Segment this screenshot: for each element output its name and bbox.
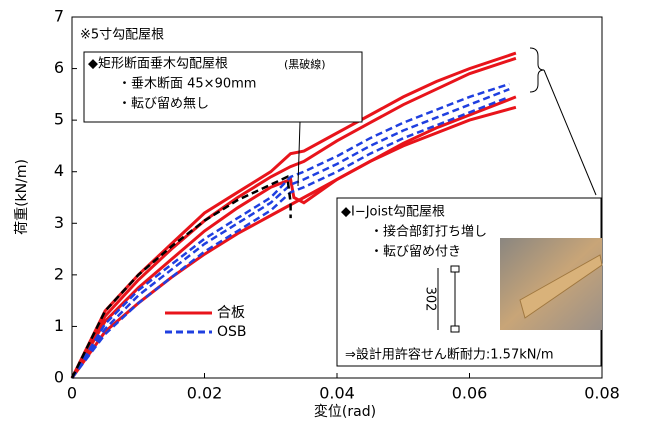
x-tick-label: 0.04 bbox=[319, 384, 355, 403]
chart: 変位(rad) 荷重(kN/m) 302 ※5寸勾配屋根 ◆矩形断面垂木勾配屋根… bbox=[0, 0, 664, 430]
x-tick-label: 0.08 bbox=[584, 384, 620, 403]
y-tick-label: 2 bbox=[54, 264, 64, 283]
annotation: ・転び留め無し bbox=[118, 97, 209, 112]
y-tick-label: 5 bbox=[54, 110, 64, 129]
leader-line bbox=[298, 122, 300, 186]
annotation: ・垂木断面 45×90mm bbox=[118, 77, 256, 92]
legend-label: OSB bbox=[217, 324, 247, 340]
y-tick-label: 7 bbox=[54, 7, 64, 26]
legend-label: 合板 bbox=[217, 305, 245, 321]
x-tick-label: 0 bbox=[67, 384, 77, 403]
annotation: ◆I−Joist勾配屋根 bbox=[341, 205, 445, 220]
x-tick-label: 0.02 bbox=[187, 384, 223, 403]
annotation: ・転び留め付き bbox=[370, 245, 461, 260]
y-tick-label: 0 bbox=[54, 368, 64, 387]
y-tick-label: 4 bbox=[54, 161, 64, 180]
annotation: ◆矩形断面垂木勾配屋根 bbox=[88, 57, 228, 72]
curve bbox=[72, 177, 291, 378]
brace bbox=[530, 48, 544, 92]
annotation: ⇒設計用許容せん断耐力:1.57kN/m bbox=[345, 347, 554, 363]
annotation: ※5寸勾配屋根 bbox=[80, 28, 164, 43]
x-tick-label: 0.06 bbox=[452, 384, 488, 403]
annotation: (黒破線) bbox=[284, 57, 326, 71]
annotation: ・接合部釘打ち増し bbox=[370, 224, 487, 240]
y-tick-label: 6 bbox=[54, 58, 64, 77]
depth-label: 302 bbox=[423, 287, 438, 312]
x-axis-label: 変位(rad) bbox=[314, 403, 376, 420]
y-tick-label: 1 bbox=[54, 316, 64, 335]
y-tick-label: 3 bbox=[54, 213, 64, 232]
leader-line bbox=[544, 70, 596, 195]
y-axis-label: 荷重(kN/m) bbox=[14, 159, 30, 235]
